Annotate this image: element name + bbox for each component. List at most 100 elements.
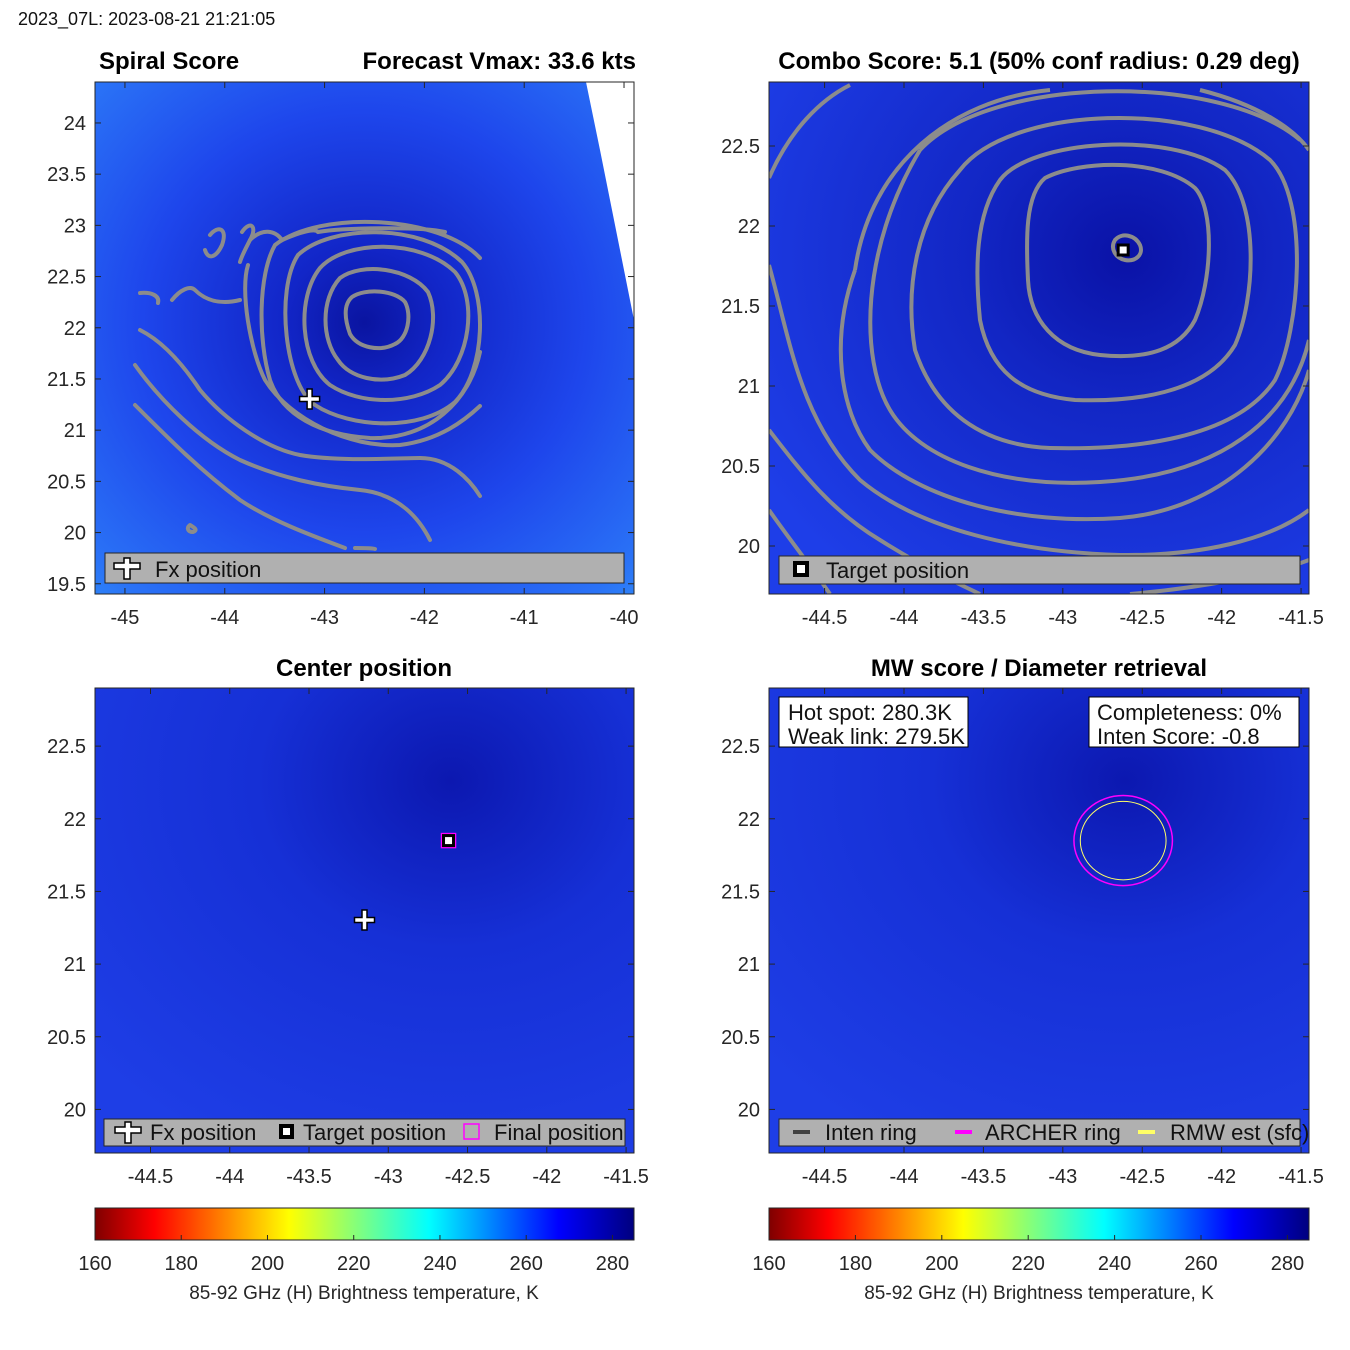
x-tick-label: -43.5	[961, 607, 1007, 629]
weak-link-value: Weak link: 279.5K	[788, 724, 965, 749]
y-tick-label: 21.5	[47, 369, 86, 391]
completeness-value: Completeness: 0%	[1097, 700, 1282, 725]
y-tick-label: 22.5	[47, 267, 86, 289]
colorbar-tick-label: 240	[423, 1253, 456, 1275]
y-tick-label: 21	[738, 376, 760, 398]
colorbar-tick-label: 160	[752, 1253, 785, 1275]
colorbar-tick-label: 160	[78, 1253, 111, 1275]
x-tick-label: -43.5	[286, 1166, 332, 1188]
x-tick-label: -42	[532, 1166, 561, 1188]
x-tick-label: -41.5	[1278, 1166, 1324, 1188]
y-tick-label: 20.5	[47, 471, 86, 493]
y-tick-label: 20	[738, 1099, 760, 1121]
y-tick-label: 20.5	[721, 456, 760, 478]
final-position-marker	[440, 832, 457, 849]
y-tick-label: 23	[64, 215, 86, 237]
spiral-legend	[104, 552, 625, 584]
x-tick-label: -42	[1207, 1166, 1236, 1188]
y-tick-label: 22.5	[721, 136, 760, 158]
x-tick-label: -42	[1207, 607, 1236, 629]
combo-score-title: Combo Score: 5.1 (50% conf radius: 0.29 …	[778, 48, 1299, 75]
hot-spot-value: Hot spot: 280.3K	[788, 700, 952, 725]
y-tick-label: 20	[64, 1099, 86, 1121]
x-tick-label: -44	[890, 1166, 919, 1188]
legend-final-position: Final position	[494, 1120, 624, 1145]
target-position-marker	[442, 834, 456, 848]
colorbar-gradient	[94, 1207, 635, 1241]
mw-score-title: MW score / Diameter retrieval	[871, 655, 1207, 682]
colorbar-tick-label: 240	[1098, 1253, 1131, 1275]
x-tick-label: -44	[890, 607, 919, 629]
x-tick-label: -44.5	[802, 1166, 848, 1188]
fx-position-legend-icon	[113, 557, 141, 580]
final-position-legend-icon	[463, 1123, 480, 1140]
target-position-legend-icon	[793, 561, 809, 577]
y-tick-label: 23.5	[47, 164, 86, 186]
colorbar-tick-label: 260	[510, 1253, 543, 1275]
colorbar-tick-label: 280	[596, 1253, 629, 1275]
x-tick-label: -42.5	[445, 1166, 491, 1188]
x-tick-label: -43	[1048, 1166, 1077, 1188]
x-tick-label: -41.5	[1278, 607, 1324, 629]
y-tick-label: 21	[64, 420, 86, 442]
combo-legend	[778, 555, 1301, 585]
x-tick-label: -43	[310, 607, 339, 629]
archer-ring	[1073, 794, 1174, 887]
colorbar-label: 85-92 GHz (H) Brightness temperature, K	[189, 1283, 539, 1304]
colorbar-tick-label: 200	[251, 1253, 284, 1275]
colorbar-gradient	[768, 1207, 1310, 1241]
y-tick-label: 21	[738, 954, 760, 976]
inten-score-value: Inten Score: -0.8	[1097, 724, 1260, 749]
y-tick-label: 21	[64, 954, 86, 976]
x-tick-label: -43	[1048, 607, 1077, 629]
mw-legend	[778, 1118, 1301, 1147]
panel-center-position: Center position -44.5 -44 -43.5 -43 -42.5 -42…	[47, 655, 649, 1188]
x-tick-label: -41.5	[603, 1166, 649, 1188]
colorbar-right: 160 180 200 220 240 260 280 85-92 GHz (H) Brig…	[752, 1207, 1310, 1304]
fx-position-marker	[353, 909, 376, 931]
spiral-legend-label: Fx position	[155, 557, 261, 582]
y-tick-label: 22.5	[721, 736, 760, 758]
x-tick-label: -42.5	[1119, 1166, 1165, 1188]
x-tick-label: -43	[374, 1166, 403, 1188]
colorbar-left: 160 180 200 220 240 260 280 85-92 GHz (H) Brig…	[78, 1207, 635, 1304]
center-axes-box	[94, 687, 635, 1154]
spiral-field-image	[95, 82, 634, 594]
y-tick-label: 21.5	[721, 296, 760, 318]
y-tick-label: 22	[738, 809, 760, 831]
legend-rmw-est: RMW est (sfc)	[1170, 1120, 1309, 1145]
y-tick-label: 20.5	[721, 1027, 760, 1049]
x-tick-label: -44	[215, 1166, 244, 1188]
combo-axes-box	[768, 81, 1310, 595]
spiral-axes-box	[94, 81, 635, 595]
colorbar-tick-label: 180	[165, 1253, 198, 1275]
mw-field-image	[769, 688, 1309, 1153]
y-tick-label: 22	[64, 809, 86, 831]
combo-contours	[769, 83, 1309, 594]
legend-target-position: Target position	[303, 1120, 446, 1145]
legend-inten-ring: Inten ring	[825, 1120, 917, 1145]
y-tick-label: 24	[64, 113, 86, 135]
run-timestamp: 2023_07L: 2023-08-21 21:21:05	[18, 9, 275, 30]
y-tick-label: 20	[738, 536, 760, 558]
hot-spot-box	[778, 696, 969, 748]
x-tick-label: -43.5	[961, 1166, 1007, 1188]
mw-axes-box	[768, 687, 1310, 1154]
panel-combo-score: Combo Score: 5.1 (50% conf radius: 0.29 …	[721, 48, 1324, 629]
legend-archer-ring: ARCHER ring	[985, 1120, 1121, 1145]
x-tick-label: -44.5	[802, 607, 848, 629]
colorbar-tick-label: 200	[925, 1253, 958, 1275]
completeness-box	[1088, 696, 1300, 748]
x-tick-label: -44	[210, 607, 239, 629]
y-tick-label: 21.5	[47, 881, 86, 903]
colorbar-tick-label: 280	[1271, 1253, 1304, 1275]
colorbar-label: 85-92 GHz (H) Brightness temperature, K	[864, 1283, 1214, 1304]
colorbar-tick-label: 180	[839, 1253, 872, 1275]
spiral-contours	[133, 219, 483, 551]
spiral-axes-ticks: -45 -44 -43 -42 -41 -40 19.5 20 20.5 21 21.5 22 22.5…	[47, 82, 638, 629]
y-tick-label: 22	[64, 318, 86, 340]
colorbar-tick-label: 260	[1184, 1253, 1217, 1275]
y-tick-label: 20.5	[47, 1027, 86, 1049]
legend-fx-position: Fx position	[150, 1120, 256, 1145]
